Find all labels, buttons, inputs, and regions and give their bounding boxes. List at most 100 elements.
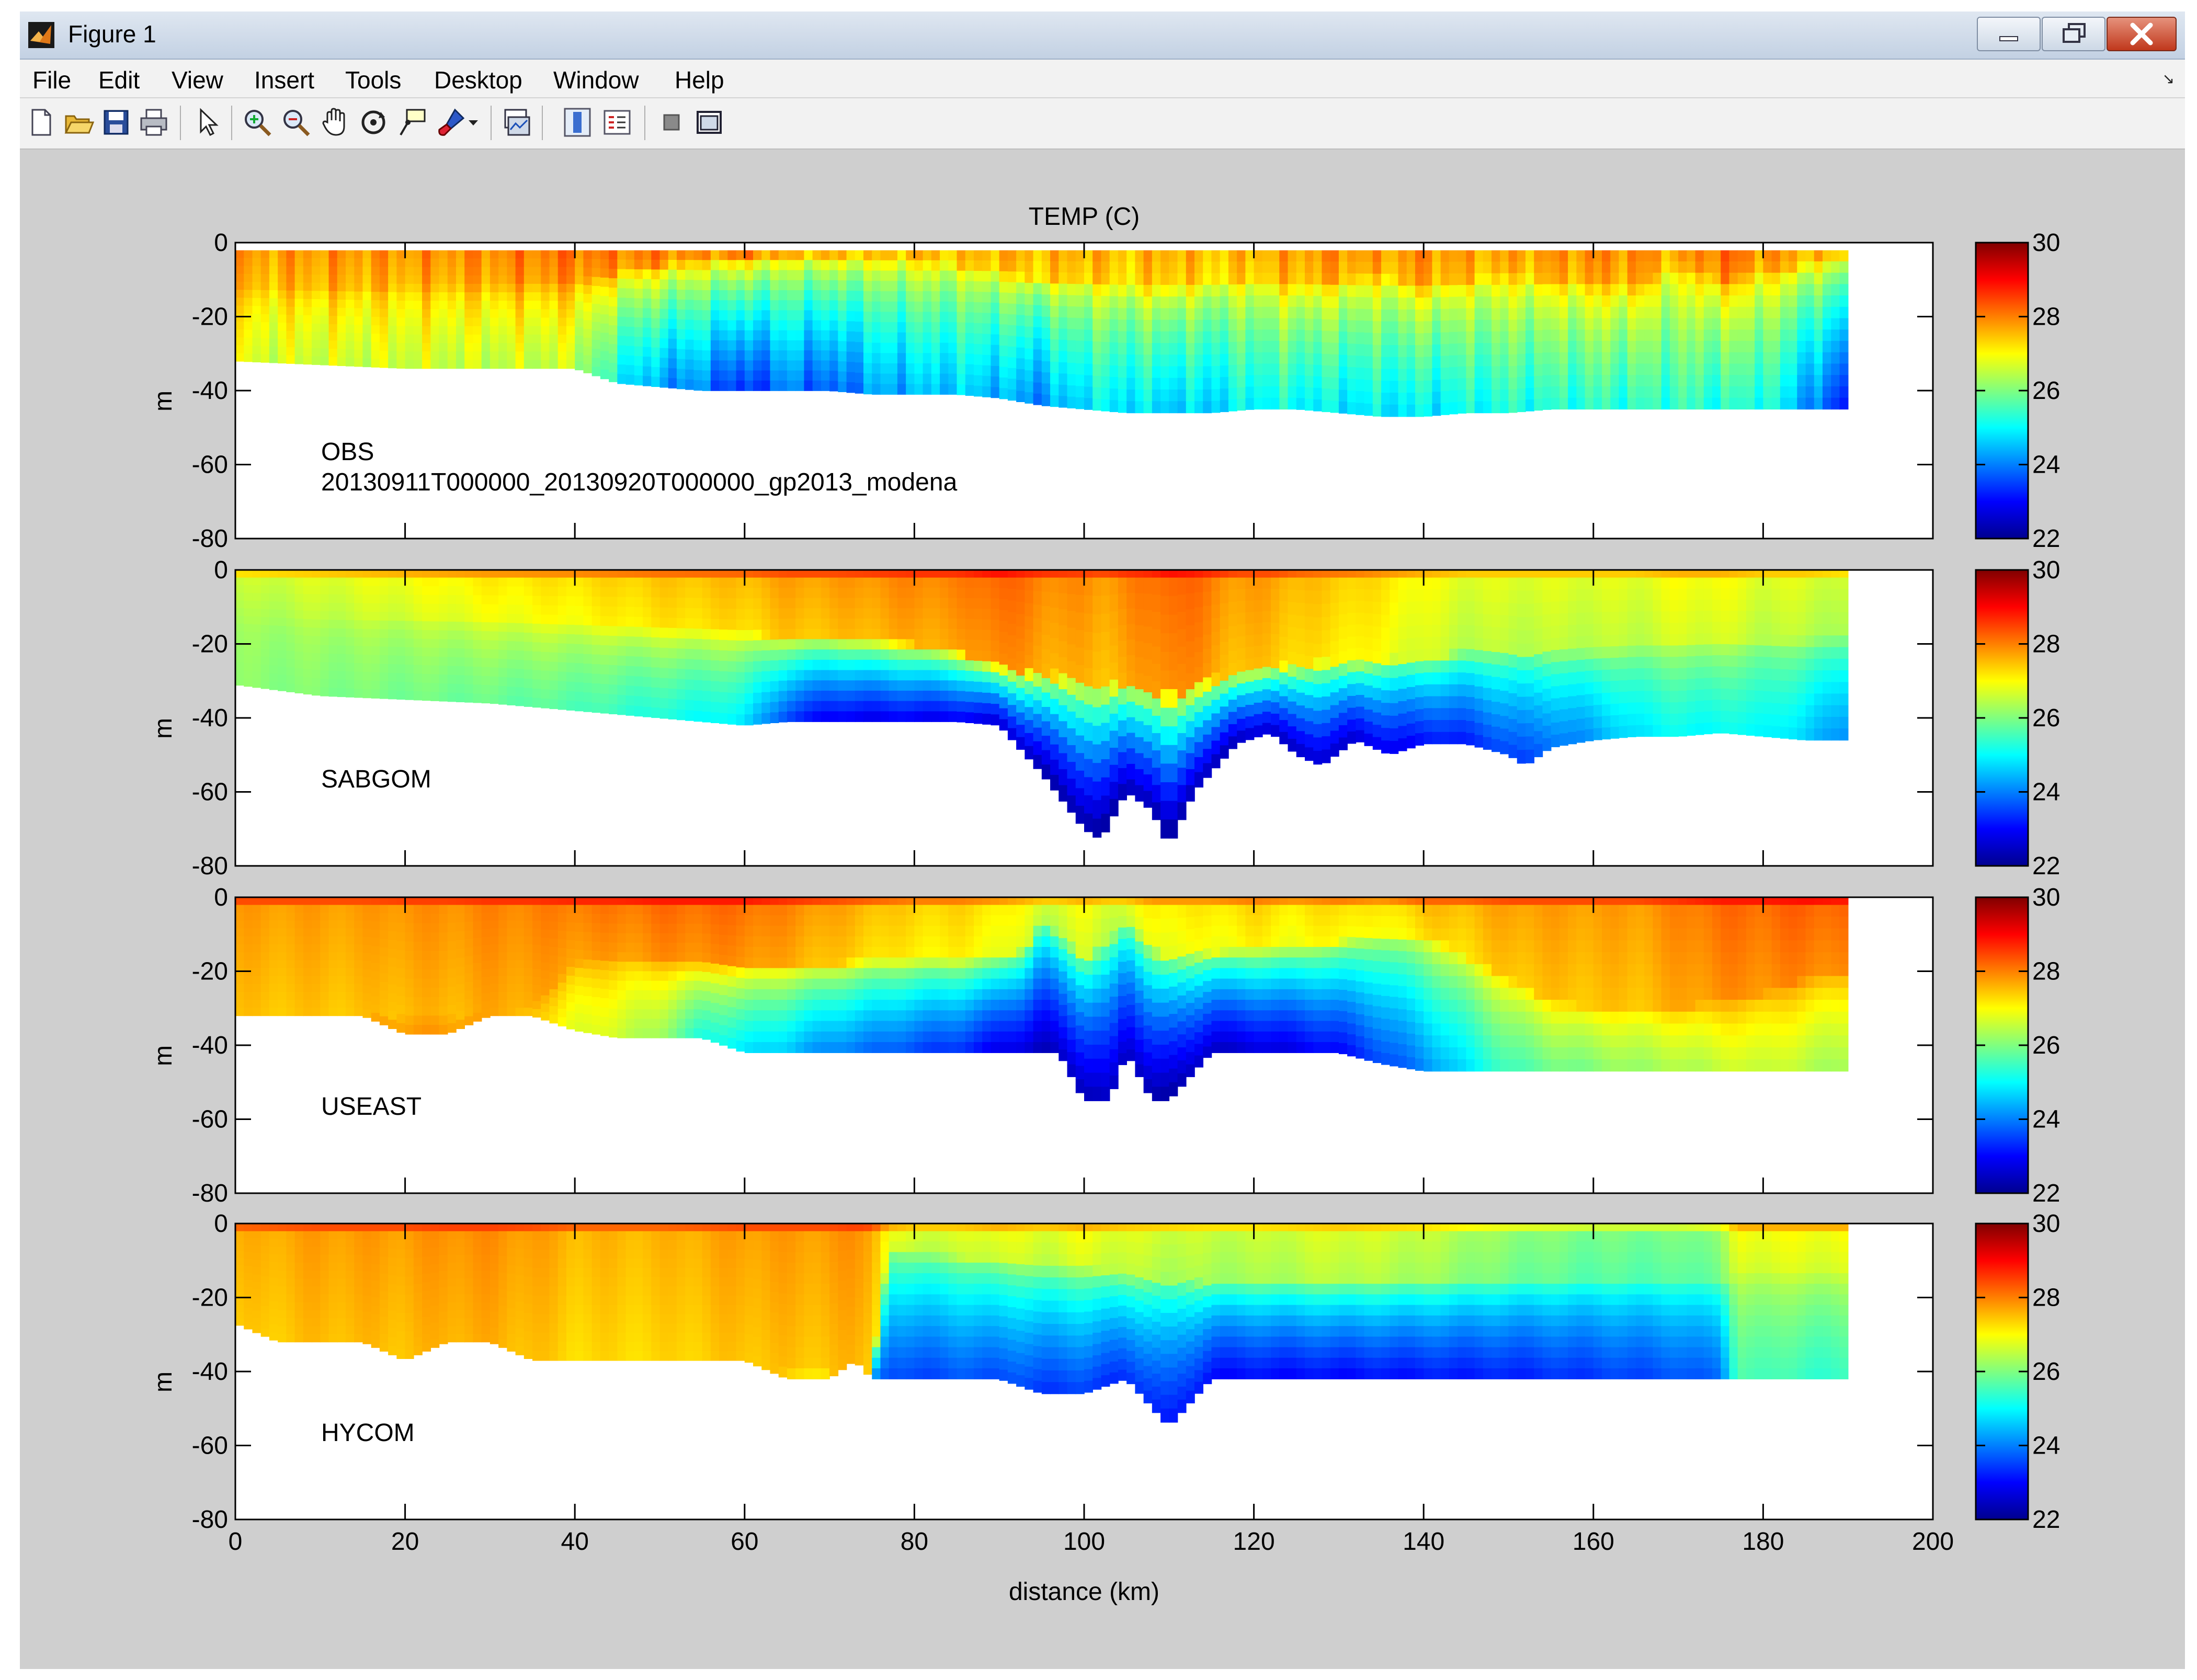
- toolbar-separator: [180, 106, 181, 140]
- y-tick-label: -40: [192, 1032, 228, 1059]
- y-axis-label: m: [150, 1045, 177, 1066]
- menu-desktop[interactable]: Desktop: [434, 66, 522, 94]
- colorbar-tick-label: 24: [2032, 1432, 2060, 1460]
- print-icon[interactable]: [138, 107, 169, 138]
- panel-sabgom: 0 -20 -40 -60 -80 m SABGOM 30 28 26 24 22: [150, 556, 2060, 880]
- toolbar-separator: [644, 106, 645, 140]
- y-tick-label: -60: [192, 1106, 228, 1134]
- menu-tools[interactable]: Tools: [345, 66, 402, 94]
- colorbar-tick-label: 30: [2032, 556, 2060, 584]
- close-button[interactable]: [2107, 17, 2177, 51]
- menu-insert[interactable]: Insert: [254, 66, 315, 94]
- new-figure-icon[interactable]: [25, 107, 56, 138]
- y-tick-label: -60: [192, 1432, 228, 1460]
- colorbar-tick-label: 26: [2032, 377, 2060, 405]
- panel-label: OBS: [321, 438, 374, 466]
- figure-canvas: TEMP (C) 0 -20 -40 -60 -80 m OBS 20130911T00000…: [20, 150, 2185, 1669]
- rotate-3d-icon[interactable]: [358, 107, 389, 138]
- data-cursor-icon[interactable]: [396, 107, 428, 138]
- x-tick-label: 160: [1573, 1528, 1614, 1556]
- restore-button[interactable]: [2042, 17, 2105, 51]
- y-tick-label: -20: [192, 631, 228, 658]
- link-plot-icon[interactable]: [501, 107, 532, 138]
- zoom-in-icon[interactable]: [242, 107, 273, 138]
- y-tick-label: 0: [214, 229, 228, 257]
- colorbar-tick-label: 28: [2032, 631, 2060, 658]
- y-axis-label: m: [150, 718, 177, 739]
- y-tick-label: -40: [192, 1358, 228, 1386]
- colorbar-tick-label: 28: [2032, 1284, 2060, 1312]
- x-tick-label: 20: [391, 1528, 419, 1556]
- minimize-button[interactable]: [1977, 17, 2041, 51]
- colorbar-tick-label: 24: [2032, 1106, 2060, 1134]
- temperature-field: [235, 1224, 1849, 1423]
- colorbar-tick-label: 24: [2032, 451, 2060, 479]
- colorbar-tick-label: 22: [2032, 1180, 2060, 1207]
- y-tick-label: -80: [192, 1180, 228, 1207]
- colorbar-tick-label: 30: [2032, 1210, 2060, 1238]
- colorbar-icon[interactable]: [562, 107, 593, 138]
- colorbar: 30 28 26 24 22: [1975, 1210, 2060, 1534]
- x-tick-label: 80: [901, 1528, 928, 1556]
- title-bar[interactable]: Figure 1: [20, 12, 2185, 60]
- toolbar-separator: [542, 106, 543, 140]
- matlab-logo-icon: [28, 22, 54, 48]
- colorbar: 30 28 26 24 22: [1975, 229, 2060, 553]
- colorbar-tick-label: 28: [2032, 303, 2060, 331]
- colorbar-tick-label: 26: [2032, 1032, 2060, 1059]
- x-tick-label: 40: [561, 1528, 589, 1556]
- y-tick-label: -60: [192, 779, 228, 806]
- y-tick-label: -20: [192, 1284, 228, 1312]
- y-tick-label: -40: [192, 377, 228, 405]
- colorbar-tick-label: 26: [2032, 1358, 2060, 1386]
- menu-bar: File Edit View Insert Tools Desktop Wind…: [20, 60, 2185, 98]
- temperature-field: [235, 243, 1849, 417]
- x-axis-label: distance (km): [1009, 1578, 1159, 1606]
- menu-help[interactable]: Help: [675, 66, 724, 94]
- menu-file[interactable]: File: [32, 66, 72, 94]
- contour-plot: TEMP (C) 0 -20 -40 -60 -80 m OBS20130911T00000…: [150, 203, 2060, 1606]
- colorbar: 30 28 26 24 22: [1975, 556, 2060, 880]
- colorbar-tick-label: 22: [2032, 1506, 2060, 1534]
- temperature-field: [235, 897, 1849, 1101]
- x-tick-label: 140: [1403, 1528, 1444, 1556]
- x-tick-label: 60: [731, 1528, 758, 1556]
- open-file-icon[interactable]: [63, 107, 94, 138]
- toolbar: [20, 98, 2185, 150]
- y-tick-label: 0: [214, 556, 228, 584]
- colorbar-tick-label: 28: [2032, 958, 2060, 986]
- panel-label: SABGOM: [321, 765, 431, 793]
- menu-window[interactable]: Window: [553, 66, 639, 94]
- menu-overflow-arrow-icon[interactable]: ↘: [2162, 71, 2175, 87]
- y-tick-label: -20: [192, 958, 228, 986]
- toolbar-separator: [231, 106, 232, 140]
- panel-obs: 0 -20 -40 -60 -80 m OBS20130911T000000_2013092…: [150, 229, 2060, 553]
- close-icon: [2130, 22, 2153, 45]
- edit-plot-arrow-icon[interactable]: [191, 107, 223, 138]
- restore-icon: [2063, 23, 2086, 43]
- brush-icon[interactable]: [435, 107, 466, 138]
- menu-view[interactable]: View: [172, 66, 223, 94]
- save-icon[interactable]: [100, 107, 132, 138]
- y-tick-label: -60: [192, 451, 228, 479]
- minimize-icon: [1999, 36, 2018, 41]
- panel-label: HYCOM: [321, 1419, 415, 1447]
- temperature-field: [235, 570, 1849, 839]
- brush-dropdown-icon[interactable]: [464, 107, 482, 138]
- toolbar-separator: [491, 106, 492, 140]
- y-axis-label: m: [150, 1372, 177, 1392]
- hide-plot-tools-icon[interactable]: [656, 107, 687, 138]
- colorbar-tick-label: 22: [2032, 852, 2060, 880]
- pan-hand-icon[interactable]: [319, 107, 350, 138]
- colorbar-tick-label: 30: [2032, 229, 2060, 257]
- x-tick-label: 180: [1742, 1528, 1784, 1556]
- y-tick-label: -20: [192, 303, 228, 331]
- legend-icon[interactable]: [601, 107, 633, 138]
- menu-edit[interactable]: Edit: [98, 66, 140, 94]
- zoom-out-icon[interactable]: [280, 107, 312, 138]
- figure-window: Figure 1 File Edit View Insert Tools Des…: [20, 12, 2185, 1669]
- x-tick-label: 120: [1233, 1528, 1275, 1556]
- x-tick-label: 0: [229, 1528, 243, 1556]
- show-plot-tools-icon[interactable]: [693, 107, 725, 138]
- x-tick-label: 100: [1063, 1528, 1105, 1556]
